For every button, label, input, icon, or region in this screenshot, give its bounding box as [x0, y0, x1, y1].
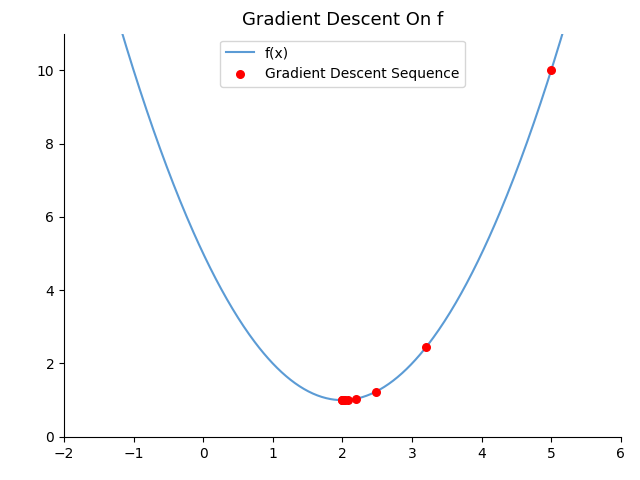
- Gradient Descent Sequence: [351, 395, 361, 403]
- Gradient Descent Sequence: [337, 396, 348, 404]
- f(x): [393, 375, 401, 381]
- Gradient Descent Sequence: [342, 396, 353, 404]
- f(x): [338, 397, 346, 403]
- Gradient Descent Sequence: [337, 396, 348, 404]
- Gradient Descent Sequence: [371, 388, 381, 396]
- Gradient Descent Sequence: [338, 396, 348, 404]
- Legend: f(x), Gradient Descent Sequence: f(x), Gradient Descent Sequence: [220, 40, 465, 86]
- f(x): [362, 393, 370, 399]
- Title: Gradient Descent On f: Gradient Descent On f: [242, 11, 443, 29]
- Gradient Descent Sequence: [421, 344, 431, 351]
- f(x): [518, 155, 525, 160]
- Gradient Descent Sequence: [546, 66, 556, 74]
- f(x): [328, 396, 335, 402]
- f(x): [324, 396, 332, 402]
- Line: f(x): f(x): [64, 0, 621, 400]
- Gradient Descent Sequence: [339, 396, 349, 404]
- Gradient Descent Sequence: [338, 396, 348, 404]
- Gradient Descent Sequence: [337, 396, 348, 404]
